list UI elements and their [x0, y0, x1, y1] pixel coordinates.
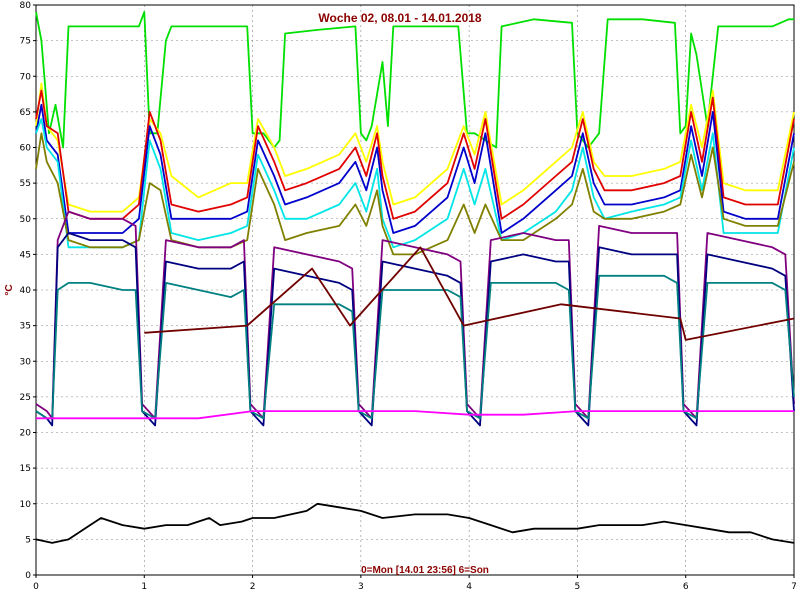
y-tick-label: 65 [20, 108, 31, 118]
series-line-10 [36, 410, 794, 420]
series-line-8 [35, 232, 795, 427]
x-tick-label: 0 [33, 582, 39, 592]
y-tick-label: 50 [20, 215, 32, 225]
series-line-1 [35, 11, 794, 149]
series-line-3 [35, 89, 795, 220]
grid-lines [36, 5, 794, 575]
x-tick-label: 2 [250, 582, 256, 592]
y-tick-label: 30 [20, 357, 32, 367]
y-tick-label: 0 [25, 571, 31, 581]
chart-footer: 0=Mon [14.01 23:56] 6=Son [361, 565, 489, 576]
y-axis-ticks: 0 5 10 15 20 25 30 35 40 45 50 55 60 65 70 75 80 [20, 1, 36, 581]
y-axis-label: °C [4, 284, 15, 295]
chart-title: Woche 02, 08.01 - 14.01.2018 [318, 11, 482, 25]
x-tick-label: 6 [683, 582, 689, 592]
y-tick-label: 60 [20, 144, 32, 154]
y-tick-label: 20 [20, 429, 32, 439]
y-tick-label: 15 [20, 464, 31, 474]
y-tick-label: 5 [25, 535, 31, 545]
y-tick-label: 45 [20, 250, 31, 260]
series-line-6 [35, 132, 795, 256]
series-line-4 [35, 103, 795, 234]
x-tick-label: 3 [358, 582, 364, 592]
y-tick-label: 55 [20, 179, 31, 189]
x-tick-label: 4 [466, 582, 472, 592]
x-tick-label: 1 [141, 582, 147, 592]
y-tick-label: 35 [20, 322, 31, 332]
x-axis-ticks: 0 1 2 3 4 5 6 7 [33, 575, 797, 592]
y-tick-label: 75 [20, 37, 31, 47]
y-tick-label: 70 [20, 72, 32, 82]
y-tick-label: 10 [20, 500, 32, 510]
x-tick-label: 5 [575, 582, 581, 592]
series-layer [35, 11, 795, 544]
y-tick-label: 80 [20, 1, 32, 11]
y-tick-label: 25 [20, 393, 31, 403]
series-line-11 [144, 246, 795, 341]
series-line-5 [35, 118, 795, 249]
series-line-12 [35, 502, 795, 544]
x-tick-label: 7 [791, 582, 797, 592]
y-tick-label: 40 [20, 286, 32, 296]
